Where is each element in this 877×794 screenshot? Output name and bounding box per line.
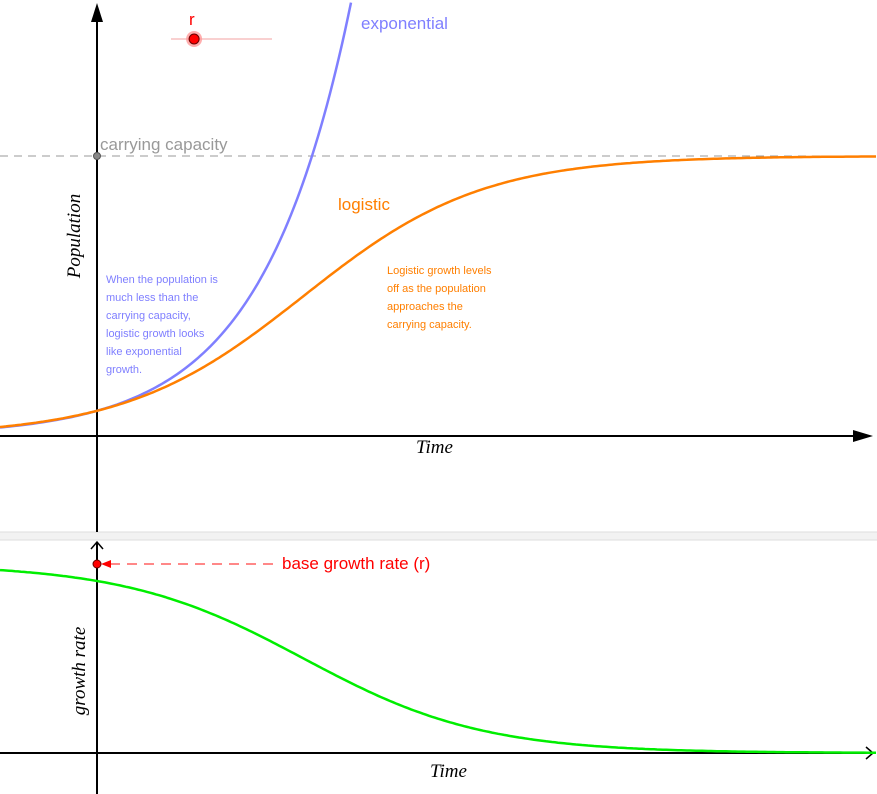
top-time-axis-label: Time xyxy=(416,437,453,458)
top-x-axis-arrow-icon xyxy=(853,430,873,442)
base-growth-rate-label: base growth rate (r) xyxy=(282,554,431,573)
carrying-capacity-point[interactable] xyxy=(93,152,101,160)
growth-rate-axis-label: growth rate xyxy=(69,626,90,716)
r-slider-handle[interactable] xyxy=(188,33,200,45)
note-line: logistic growth looks xyxy=(106,328,205,340)
note-line: growth. xyxy=(106,364,143,376)
slider-label: r xyxy=(189,10,195,29)
note-line: much less than the xyxy=(106,292,199,304)
note-line: When the population is xyxy=(106,274,218,286)
note-line: carrying capacity. xyxy=(387,319,472,331)
logistic-label: logistic xyxy=(338,195,390,214)
note-line: approaches the xyxy=(387,301,463,313)
carrying-capacity-label: carrying capacity xyxy=(100,135,228,154)
bottom-y-axis-arrow-icon xyxy=(90,540,104,550)
bottom-time-axis-label: Time xyxy=(430,761,467,782)
logistic-curve xyxy=(0,155,876,429)
note-line: carrying capacity, xyxy=(106,310,191,322)
exponential-note: When the population is much less than th… xyxy=(106,271,218,379)
note-line: Logistic growth levels xyxy=(387,265,492,277)
base-rate-arrowhead-icon xyxy=(101,560,111,568)
population-axis-label: Population xyxy=(64,193,85,279)
top-y-axis-arrow-icon xyxy=(91,3,103,22)
view-divider[interactable] xyxy=(0,532,877,540)
logistic-note: Logistic growth levels off as the popula… xyxy=(387,262,492,334)
base-growth-rate-point[interactable] xyxy=(92,559,102,569)
growth-rate-curve xyxy=(0,568,876,754)
note-line: off as the population xyxy=(387,283,486,295)
note-line: like exponential xyxy=(106,346,182,358)
exponential-label: exponential xyxy=(361,14,448,33)
